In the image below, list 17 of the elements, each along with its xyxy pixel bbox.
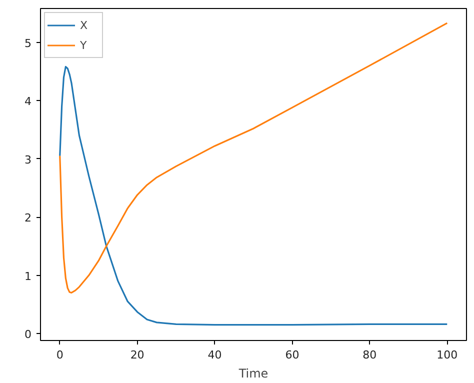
- x-tick-label: 40: [208, 348, 222, 362]
- y-tick-label: 4: [24, 95, 32, 108]
- y-tick-label: 0: [24, 328, 32, 342]
- legend-label: X: [80, 18, 89, 32]
- y-tick-label: 1: [24, 270, 32, 283]
- x-axis-title: Time: [238, 366, 268, 380]
- y-tick-label: 5: [24, 36, 32, 50]
- line-series: [59, 66, 448, 326]
- x-tick-label: 60: [285, 348, 300, 362]
- y-tick-label: 2: [24, 212, 32, 225]
- x-tick-label: 20: [130, 348, 144, 362]
- line-series: [59, 22, 448, 294]
- x-tick-label: 100: [436, 348, 458, 362]
- legend-label: Y: [80, 38, 88, 52]
- y-tick-label: 3: [24, 153, 32, 166]
- x-tick-label: 80: [362, 348, 377, 362]
- x-tick-label: 0: [56, 348, 64, 362]
